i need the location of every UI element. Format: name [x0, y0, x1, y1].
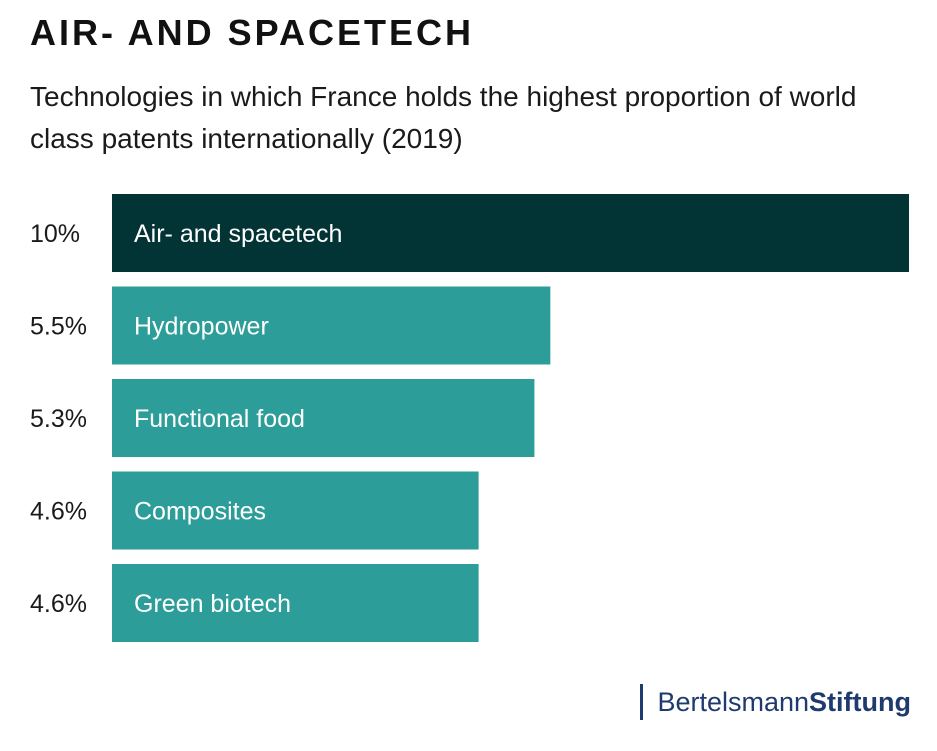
- bar-category-label: Air- and spacetech: [134, 220, 342, 248]
- bar-category-label: Green biotech: [134, 590, 291, 618]
- bar-category-label: Hydropower: [134, 313, 269, 341]
- bar-category-label: Functional food: [134, 405, 305, 433]
- logo-text-bold: Stiftung: [809, 686, 911, 717]
- bar-value-label: 5.3%: [30, 405, 87, 433]
- chart-title: AIR- AND SPACETECH: [30, 12, 475, 53]
- bar-value-label: 10%: [30, 220, 80, 248]
- logo-text-regular: Bertelsmann: [657, 686, 810, 717]
- bar-composites: [112, 471, 479, 550]
- bar-functional-food: [112, 379, 535, 457]
- bar-value-label: 5.5%: [30, 313, 87, 341]
- logo-bar: [640, 684, 644, 720]
- bar-value-label: 4.6%: [30, 590, 87, 618]
- bar-value-label: 4.6%: [30, 498, 87, 526]
- bar-hydropower: [112, 286, 551, 365]
- bar-category-label: Composites: [134, 498, 266, 526]
- bertelsmann-stiftung-logo: Bertelsmann Stiftung: [640, 684, 911, 720]
- bar-air-and-spacetech: [112, 194, 909, 272]
- chart-subtitle: Technologies in which France holds the h…: [30, 81, 857, 154]
- bar-green-biotech: [112, 564, 479, 642]
